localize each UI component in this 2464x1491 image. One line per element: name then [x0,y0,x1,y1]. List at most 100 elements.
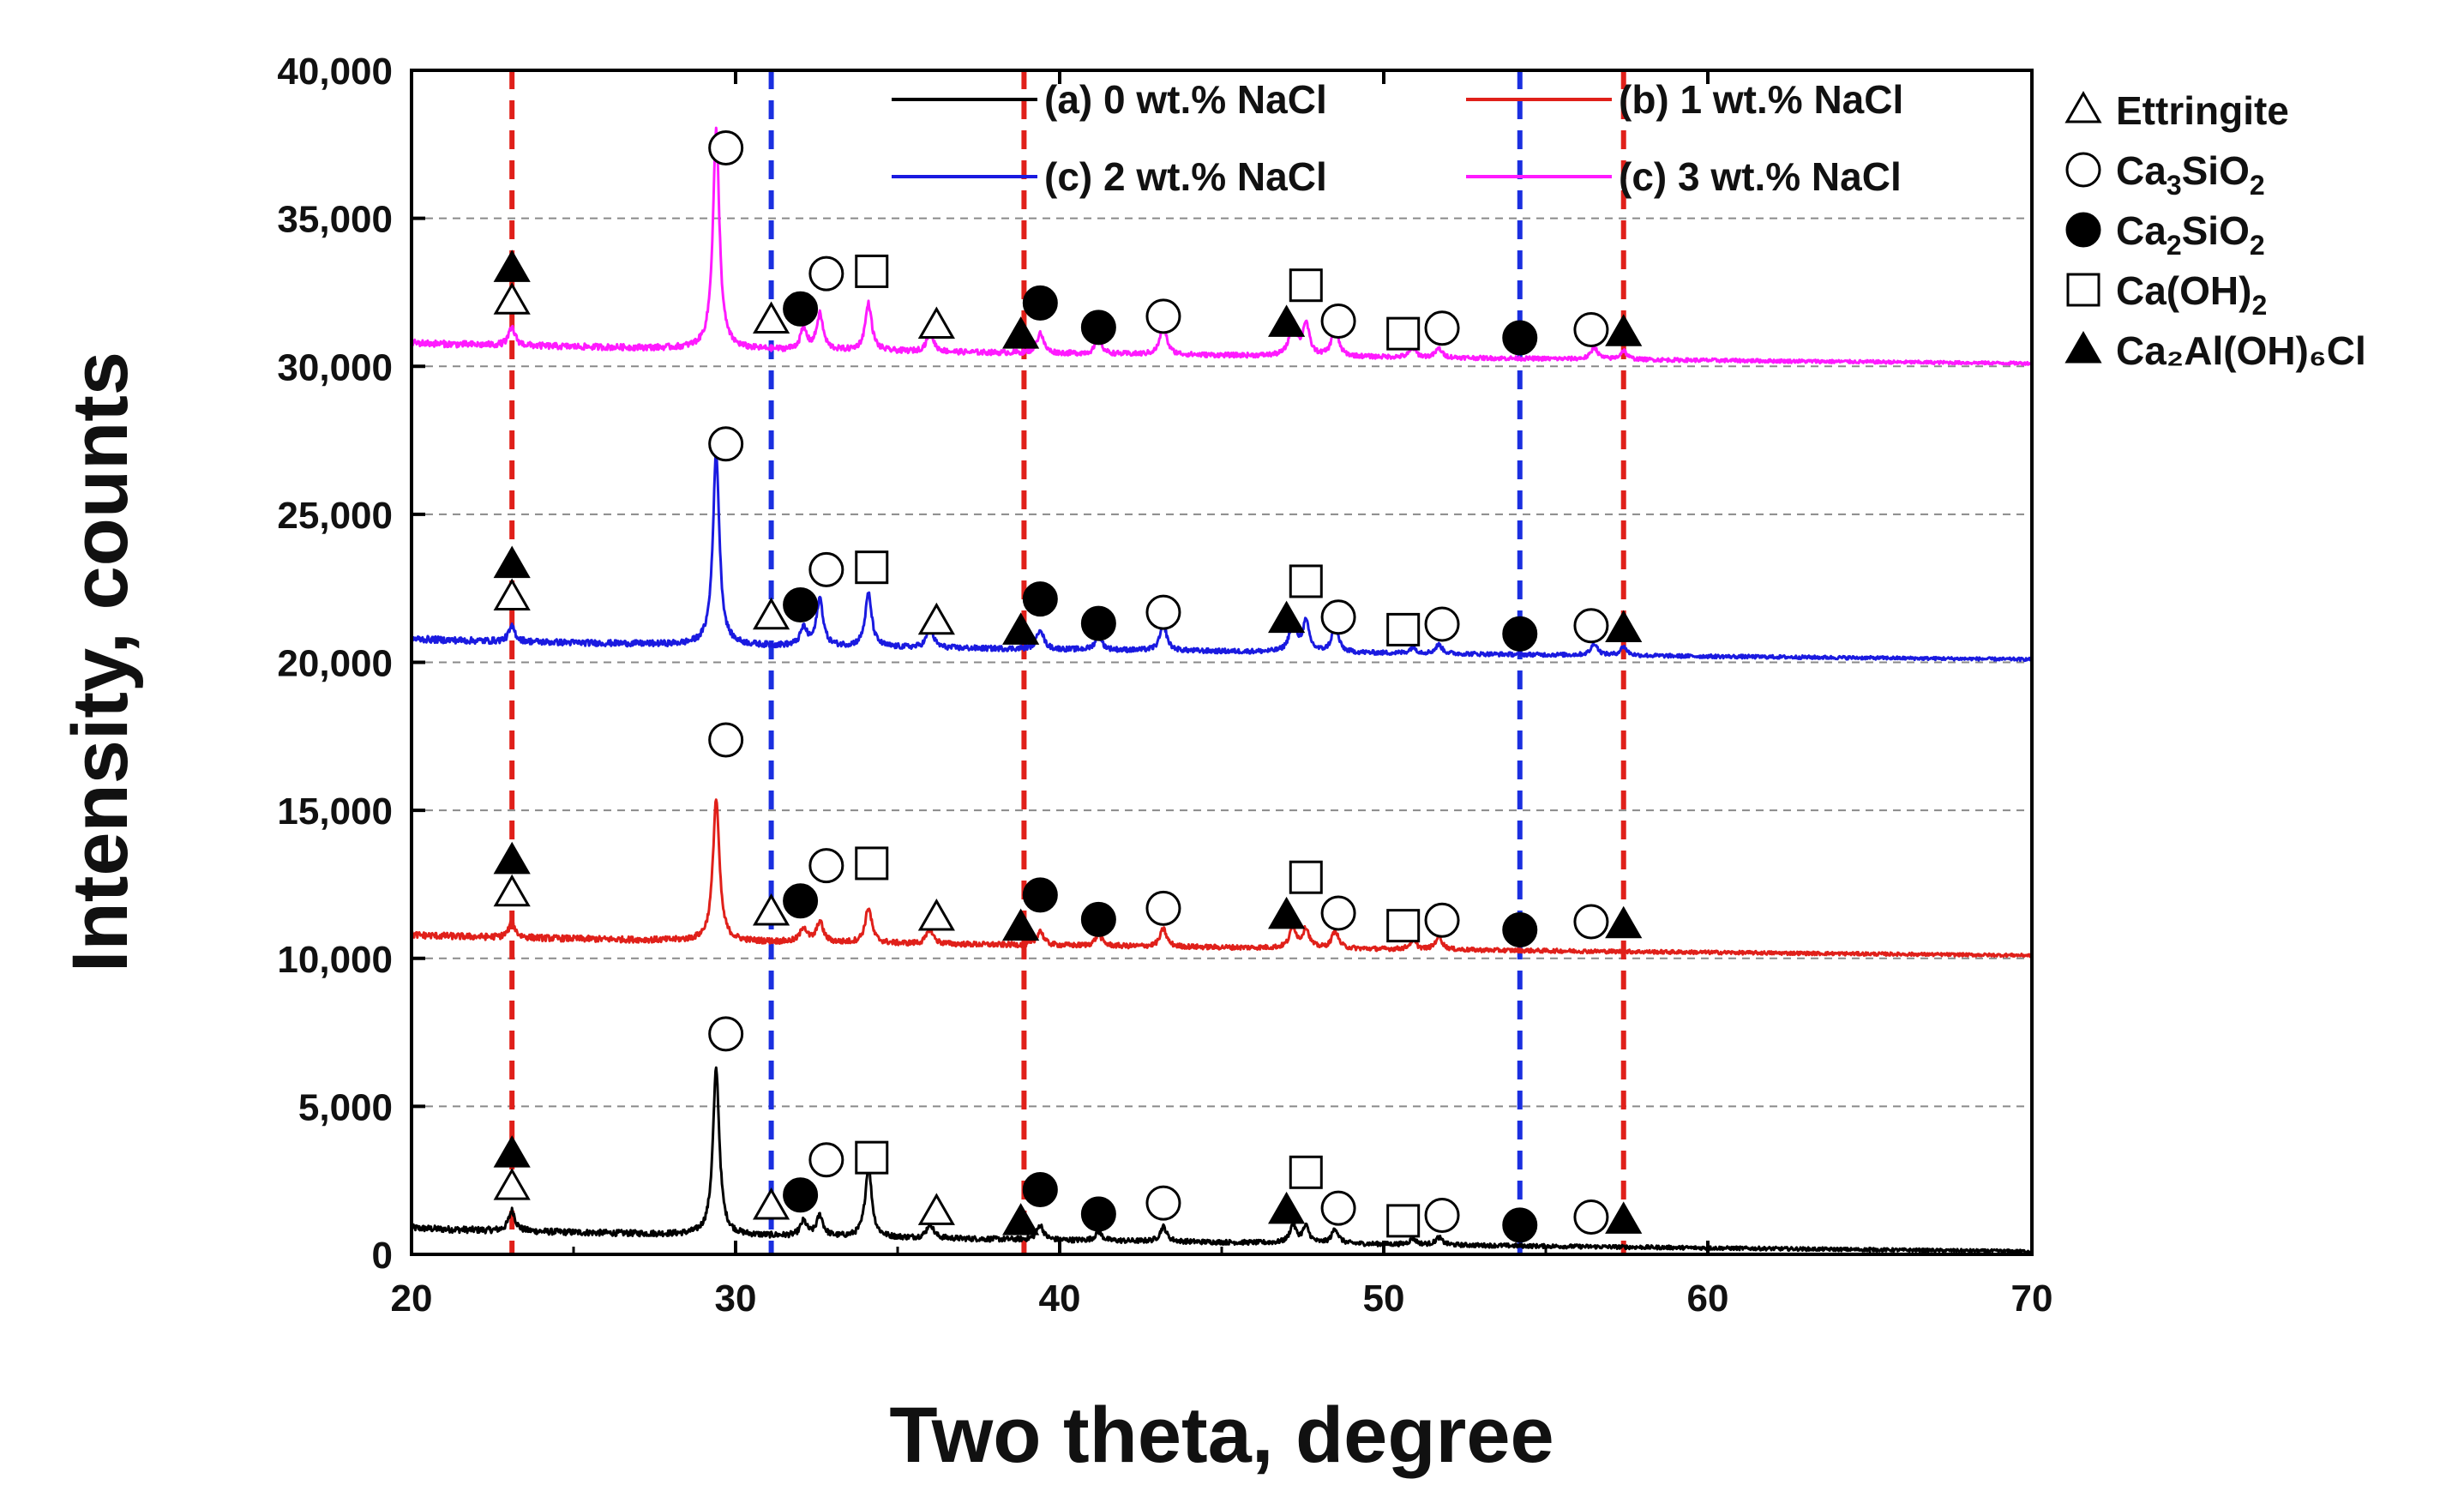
open-circle-marker [1573,1199,1609,1235]
open-square-marker [855,254,889,288]
filled-circle-marker [1022,285,1058,321]
x-tick-label: 40 [1039,1278,1081,1320]
filled-triangle-marker [1002,1203,1040,1235]
filled-circle-marker [1502,1207,1538,1243]
open-triangle-marker [917,306,955,340]
open-circle-marker [1573,608,1609,644]
y-tick-label: 15,000 [277,791,393,833]
series-lines [410,126,2034,1254]
filled-triangle-marker [1268,304,1306,337]
series-legend: (a) 0 wt.% NaCl (b) 1 wt.% NaCl (c) 2 wt.%… [892,77,1903,199]
open-circle-marker [1424,1198,1460,1234]
open-circle-marker [808,256,844,292]
filled-circle-marker [783,1177,819,1213]
open-triangle-marker [752,597,790,630]
y-tick-label: 35,000 [277,199,393,241]
filled-triangle-marker [1268,600,1306,634]
open-triangle-marker [917,1193,955,1225]
filled-triangle-marker [493,1135,531,1168]
filled-circle-marker [1022,1171,1058,1207]
open-square-marker [1289,268,1323,303]
open-triangle-marker [752,893,790,926]
open-circle-marker [1320,1190,1356,1226]
open-square-marker [2066,273,2100,307]
filled-triangle-marker [1268,1191,1306,1224]
filled-circle-marker [1502,911,1538,947]
y-tick-label: 0 [372,1235,393,1277]
phase-legend-label: Ettringite [2116,88,2289,133]
filled-circle-marker [783,586,819,622]
open-triangle-marker [493,578,531,611]
filled-circle-marker [783,883,819,919]
open-circle-marker [1320,895,1356,931]
filled-triangle-marker [1605,314,1643,346]
filled-triangle-marker [493,841,531,875]
filled-triangle-marker [1605,1201,1643,1234]
filled-circle-marker [1022,877,1058,913]
open-circle-marker [1320,599,1356,635]
open-circle-marker [1320,304,1356,340]
x-tick-label: 50 [1363,1278,1405,1320]
filled-triangle-marker [1268,896,1306,929]
x-tick-label: 60 [1687,1278,1729,1320]
filled-triangle-marker [1605,905,1643,939]
open-circle-marker [1573,311,1609,347]
x-tick-label: 70 [2011,1278,2053,1320]
open-square-marker [855,550,889,585]
open-circle-marker [808,848,844,884]
y-tick-label: 40,000 [277,51,393,93]
y-tick-label: 10,000 [277,939,393,981]
phase-legend-label: Ca(OH)2 [2116,268,2267,321]
open-square-marker [1386,1204,1421,1238]
series-line-3 [410,451,2034,663]
filled-triangle-marker [493,250,531,282]
series-legend-label: (a) 0 wt.% NaCl [1044,77,1327,122]
open-circle-marker [1424,310,1460,346]
open-circle-marker [708,426,744,462]
open-circle-marker [708,1016,744,1052]
series-legend-label: (c) 2 wt.% NaCl [1044,154,1327,199]
open-circle-marker [708,722,744,758]
open-circle-marker [708,130,744,166]
filled-circle-marker [1502,616,1538,652]
open-triangle-marker [493,1168,531,1200]
open-triangle-marker [2064,90,2102,123]
series-line-1 [410,1066,2033,1254]
y-axis-title: Intensity, counts [57,352,144,972]
open-square-marker [1386,909,1421,943]
gridlines [412,217,2032,1108]
filled-circle-marker [1080,310,1116,346]
phase-legend: Ettringite Ca3SiO2 Ca2SiO2 Ca(OH)2 Ca₂Al(OH)… [2064,88,2366,373]
open-circle-marker [1424,902,1460,938]
filled-circle-marker [1080,901,1116,937]
open-square-marker [1289,564,1323,598]
y-tick-label: 25,000 [277,495,393,537]
open-square-marker [1289,1155,1323,1189]
open-triangle-marker [493,874,531,907]
open-square-marker [1289,860,1323,894]
y-tick-label: 20,000 [277,643,393,685]
filled-circle-marker [2065,212,2101,248]
series-legend-label: (c) 3 wt.% NaCl [1619,154,1902,199]
series-line-4 [410,126,2034,366]
x-tick-label: 20 [391,1278,433,1320]
phase-legend-label: Ca2SiO2 [2116,208,2265,261]
open-square-marker [855,1140,889,1175]
filled-circle-marker [783,291,819,327]
y-tick-label: 30,000 [277,346,393,388]
filled-triangle-marker [1002,908,1040,941]
y-tick-label: 5,000 [298,1086,393,1128]
phase-markers [493,130,1643,1243]
filled-triangle-marker [1605,610,1643,643]
phase-legend-label: Ca3SiO2 [2116,148,2265,201]
filled-triangle-marker [1002,612,1040,645]
open-circle-marker [1145,890,1181,926]
axis-ticks: 20 30 40 50 60 70 0 5,000 10,000 15,000 20,000 25,0… [277,51,2052,1320]
x-tick-label: 30 [715,1278,757,1320]
x-axis-title: Two theta, degree [889,1392,1554,1479]
open-square-marker [1386,612,1421,646]
series-line-2 [410,798,2034,959]
open-circle-marker [808,551,844,587]
open-circle-marker [1145,1185,1181,1221]
open-triangle-marker [493,282,531,315]
